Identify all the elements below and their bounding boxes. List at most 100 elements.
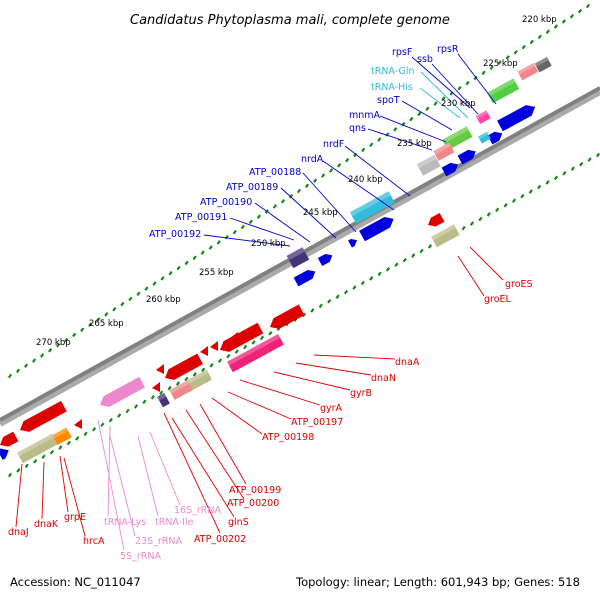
gene-arrow-plus [441,162,459,177]
tick-dot [159,390,164,395]
tick-dot [433,101,438,106]
tick-dot [100,422,105,427]
gene-label: ATP_00198 [262,432,314,443]
tick-dot [96,317,101,322]
gene-arrow-plus [348,238,358,248]
leader-line [322,160,395,211]
tick-dot [343,289,349,295]
leader-line [419,87,461,119]
tick-dot [192,372,197,377]
feature-block [433,142,455,161]
gene-arrow-plus [0,448,9,460]
gene-label: ATP_00192 [149,229,201,240]
tick-dot [569,14,575,19]
tick-dot [304,183,310,189]
gene-label: gyrA [320,403,343,414]
tick-dot [136,291,141,297]
tick-dot [33,459,38,464]
tick-dot [104,312,109,317]
tick-dot [248,219,253,225]
feature-block [349,191,395,224]
tick-dot [75,436,80,441]
gene-label: glnS [228,517,249,528]
leader-line [211,397,263,435]
tick-label: 270 kbp [36,338,71,348]
tick-dot [411,253,416,258]
gene-marker-minus [200,346,208,356]
tick-dot [495,207,500,213]
leader-line [313,354,396,360]
tick-dot [40,353,45,358]
tick-label: 240 kbp [348,175,383,185]
tick-dot [7,472,13,478]
tick-dot [394,262,399,267]
feature-block [416,154,441,176]
gene-label: hrcA [83,536,105,547]
gene-label: qns [349,123,366,134]
gene-label: ATP_00200 [227,498,279,509]
tick-dot [160,276,165,281]
feature-block [286,247,310,269]
feature-block [534,56,552,73]
tick-dot [232,229,237,235]
tick-dot [72,332,77,338]
tick-dot [280,199,286,204]
tick-dot [579,161,584,167]
tick-dot [402,257,407,263]
tick-dot [577,8,583,14]
tick-labels: 220 kbp 225 kbp 230 kbp 235 kbp 240 kbp 245 k… [36,15,557,348]
leader-line [344,145,411,197]
tick-label: 220 kbp [522,15,557,25]
feature-block [157,392,170,408]
tick-label: 255 kbp [199,268,234,278]
gene-marker-minus [230,332,238,342]
tick-dot [528,189,533,194]
gene-label: groES [505,279,533,290]
gene-arrow-plus [317,253,333,266]
tick-dot [318,303,323,309]
tick-dot [224,234,229,240]
leader-line [41,461,45,520]
leader-line [469,246,504,281]
gene-arrow-minus [20,400,67,432]
leader-line [109,435,136,537]
leader-line [185,409,245,500]
leader-line [163,412,221,534]
tick-dot [7,373,13,379]
leader-line [171,417,235,518]
gene-label: ssb [417,54,433,65]
tick-dot [80,327,85,333]
tick-dot [83,431,88,437]
label-leader-lines [15,53,504,551]
gene-label: grpE [64,512,86,523]
leader-line [295,362,372,376]
leader-line [137,435,159,517]
tick-dot [108,417,113,423]
tick-dot [321,173,326,178]
tick-label: 225 kbp [483,59,518,69]
tick-dot [457,85,462,91]
tick-dot [49,449,55,455]
tick-dot [369,276,374,281]
gene-arrow-plus [497,105,536,132]
tick-dot [503,203,508,208]
tick-dot [497,60,502,65]
leader-line [229,217,295,241]
leader-line [97,419,125,551]
tick-dot [208,245,213,250]
gene-label: 16S_rRNA [174,505,221,516]
tick-dot [489,65,494,70]
tick-dot [144,286,149,291]
gene-label: gyrB [350,388,372,399]
gene-labels: rpsFssbrpsRtRNA-GlntRNA-HisspoTmnmAqnsnr… [8,44,533,562]
tick-dot [595,152,600,158]
leader-line [431,63,479,115]
tick-dot [168,270,173,276]
gene-label: ATP_00202 [194,534,246,545]
gene-label: nrdA [301,154,324,165]
tick-dot [234,349,239,354]
tick-dot [91,427,97,432]
gene-label: rpsR [437,44,459,55]
tick-dot [184,260,189,266]
